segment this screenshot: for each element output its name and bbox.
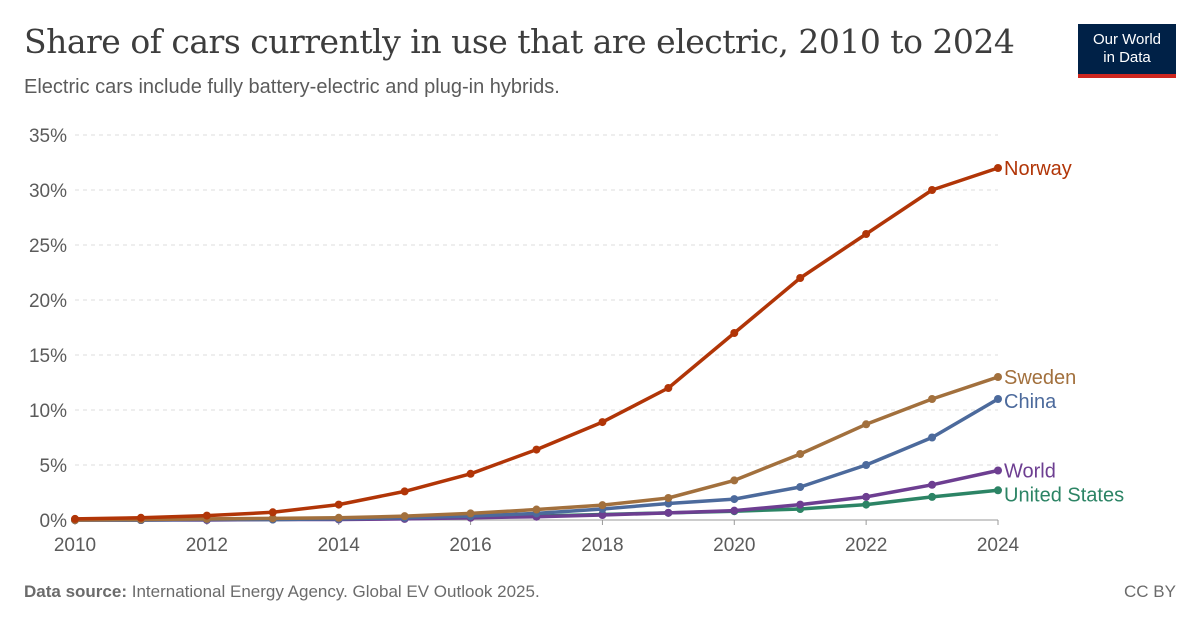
logo-line-1: Our World bbox=[1092, 31, 1162, 48]
data-point bbox=[664, 499, 673, 508]
data-point bbox=[334, 513, 343, 522]
data-point bbox=[664, 494, 673, 502]
data-point bbox=[136, 513, 145, 522]
owid-logo[interactable]: Our World in Data bbox=[1078, 24, 1176, 78]
y-tick-label: 15% bbox=[29, 346, 67, 367]
series-label: China bbox=[1004, 391, 1057, 413]
x-tick-label: 2024 bbox=[977, 535, 1020, 556]
series-label: World bbox=[1004, 461, 1056, 483]
data-point bbox=[862, 461, 871, 469]
data-point bbox=[532, 505, 541, 514]
data-point bbox=[400, 487, 409, 496]
y-tick-label: 30% bbox=[29, 181, 67, 202]
x-tick-label: 2012 bbox=[186, 535, 228, 556]
data-point bbox=[268, 508, 277, 517]
data-point bbox=[532, 445, 541, 454]
data-point bbox=[730, 506, 739, 515]
data-point bbox=[796, 450, 805, 458]
data-point bbox=[71, 514, 79, 523]
y-tick-label: 10% bbox=[29, 401, 67, 422]
y-tick-label: 5% bbox=[40, 456, 68, 477]
data-point bbox=[928, 186, 937, 194]
data-point bbox=[928, 480, 937, 489]
data-point bbox=[268, 514, 277, 523]
data-source-label: Data source: bbox=[24, 582, 127, 601]
data-point bbox=[994, 466, 1002, 475]
x-tick-label: 2010 bbox=[54, 535, 96, 556]
data-point bbox=[928, 395, 937, 403]
x-tick-label: 2016 bbox=[449, 535, 491, 556]
data-point bbox=[796, 500, 805, 509]
grid-lines bbox=[75, 134, 998, 466]
axes: 0% 5% 10% 15% 20% 25% 30% 35% 2010 2012 2014 2016 20… bbox=[29, 126, 1020, 556]
data-point bbox=[994, 373, 1002, 381]
data-point bbox=[400, 512, 409, 521]
data-point bbox=[928, 433, 937, 442]
y-tick-label: 20% bbox=[29, 291, 67, 312]
logo-line-2: in Data bbox=[1103, 49, 1151, 66]
data-point bbox=[928, 492, 937, 501]
data-point bbox=[466, 509, 475, 518]
data-point bbox=[730, 329, 739, 337]
y-tick-label: 35% bbox=[29, 126, 67, 147]
y-tick-label: 0% bbox=[40, 511, 68, 532]
data-point bbox=[862, 230, 871, 238]
series-line bbox=[73, 397, 1000, 522]
series-lines bbox=[71, 164, 1002, 524]
chart-subtitle: Electric cars include fully battery-elec… bbox=[24, 76, 560, 98]
x-tick-label: 2014 bbox=[318, 535, 361, 556]
chart-title: Share of cars currently in use that are … bbox=[24, 22, 1015, 61]
data-point bbox=[862, 420, 871, 429]
x-tick-label: 2020 bbox=[713, 535, 755, 556]
x-tick-label: 2018 bbox=[581, 535, 623, 556]
data-point bbox=[202, 511, 211, 520]
data-point bbox=[862, 492, 871, 501]
data-point bbox=[796, 274, 805, 282]
data-point bbox=[466, 469, 475, 478]
data-point bbox=[730, 495, 739, 504]
x-tick-label: 2022 bbox=[845, 535, 887, 556]
data-point bbox=[598, 418, 607, 427]
data-point bbox=[730, 476, 739, 485]
data-point bbox=[796, 483, 805, 491]
data-point bbox=[862, 500, 871, 509]
y-tick-label: 25% bbox=[29, 236, 67, 257]
data-source: Data source: International Energy Agency… bbox=[24, 582, 540, 602]
series-label: United States bbox=[1004, 485, 1124, 507]
data-point bbox=[598, 501, 607, 510]
series-label: Norway bbox=[1004, 158, 1072, 180]
series-label: Sweden bbox=[1004, 367, 1076, 389]
data-point bbox=[664, 508, 673, 517]
data-point bbox=[994, 164, 1002, 172]
license-link[interactable]: CC BY bbox=[1124, 582, 1176, 601]
data-point bbox=[334, 500, 343, 509]
data-source-text[interactable]: International Energy Agency. Global EV O… bbox=[131, 582, 540, 601]
data-point bbox=[994, 486, 1002, 495]
data-point bbox=[664, 384, 673, 392]
data-point bbox=[598, 511, 607, 520]
data-point bbox=[994, 395, 1002, 403]
